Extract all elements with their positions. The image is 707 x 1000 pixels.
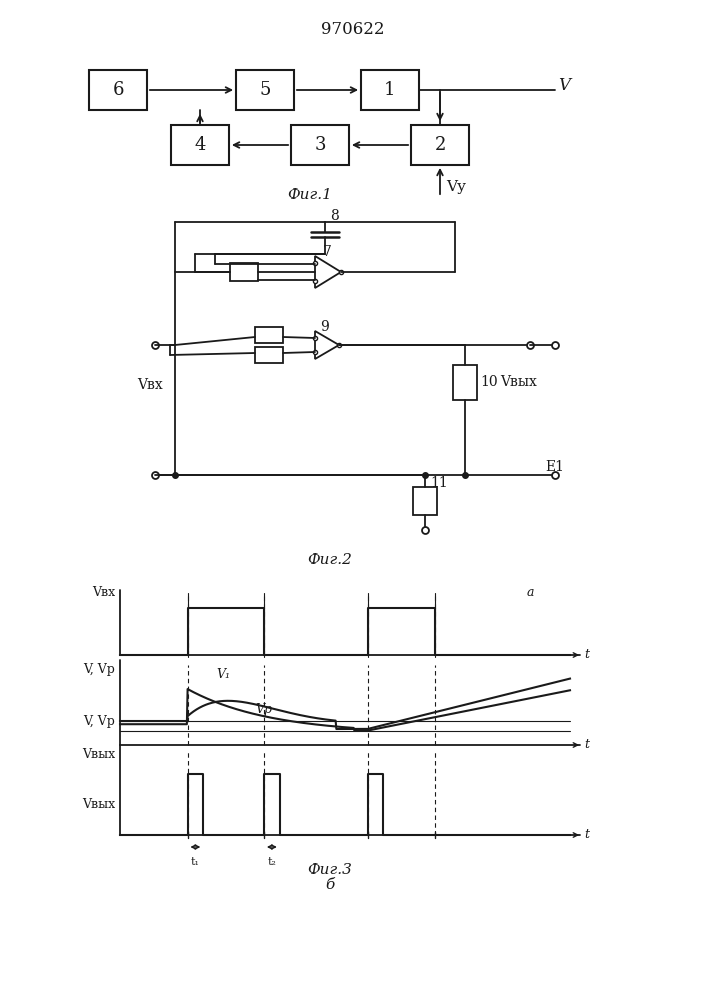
Text: Vвх: Vвх	[137, 378, 163, 392]
Bar	[255, 327, 283, 343]
Text: 8: 8	[330, 209, 339, 223]
Text: 10: 10	[480, 375, 498, 389]
Text: t: t	[584, 738, 589, 752]
Bar	[413, 487, 437, 515]
Bar	[230, 263, 258, 281]
Text: Vвых: Vвых	[500, 375, 537, 389]
Bar	[291, 125, 349, 165]
Bar	[361, 70, 419, 110]
Text: t₂: t₂	[267, 857, 276, 867]
Text: 7: 7	[323, 245, 332, 259]
Text: Vвых: Vвых	[82, 748, 115, 762]
Text: 5: 5	[259, 81, 271, 99]
Text: Vвых: Vвых	[82, 798, 115, 811]
Text: Фиг.2: Фиг.2	[308, 553, 352, 567]
Text: Фиг.1: Фиг.1	[288, 188, 332, 202]
Text: t: t	[584, 828, 589, 842]
Bar	[255, 347, 283, 363]
Text: 9: 9	[320, 320, 329, 334]
Bar	[236, 70, 294, 110]
Text: б: б	[325, 878, 334, 892]
Text: Vр: Vр	[255, 703, 272, 716]
Text: 2: 2	[434, 136, 445, 154]
Text: Vу: Vу	[446, 180, 466, 194]
Text: 3: 3	[314, 136, 326, 154]
Text: 4: 4	[194, 136, 206, 154]
Text: Vвх: Vвх	[92, 586, 115, 599]
Text: E1: E1	[545, 460, 564, 474]
Text: t₁: t₁	[191, 857, 200, 867]
Text: Фиг.3: Фиг.3	[308, 863, 352, 877]
Text: V₁: V₁	[216, 668, 230, 681]
Text: 6: 6	[112, 81, 124, 99]
Bar	[89, 70, 147, 110]
Text: V, Vр: V, Vр	[83, 664, 115, 676]
Text: V, Vр: V, Vр	[83, 714, 115, 728]
Text: t: t	[584, 648, 589, 662]
Text: V: V	[558, 78, 570, 95]
Bar	[453, 365, 477, 400]
Text: 970622: 970622	[321, 21, 385, 38]
Bar	[171, 125, 229, 165]
Text: 11: 11	[430, 476, 448, 490]
Bar	[411, 125, 469, 165]
Text: 1: 1	[384, 81, 396, 99]
Text: a: a	[526, 586, 534, 599]
